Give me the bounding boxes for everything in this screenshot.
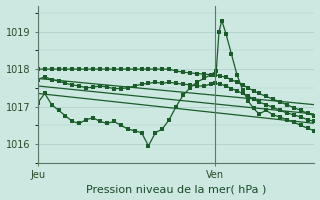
X-axis label: Pression niveau de la mer( hPa ): Pression niveau de la mer( hPa ) xyxy=(86,184,266,194)
